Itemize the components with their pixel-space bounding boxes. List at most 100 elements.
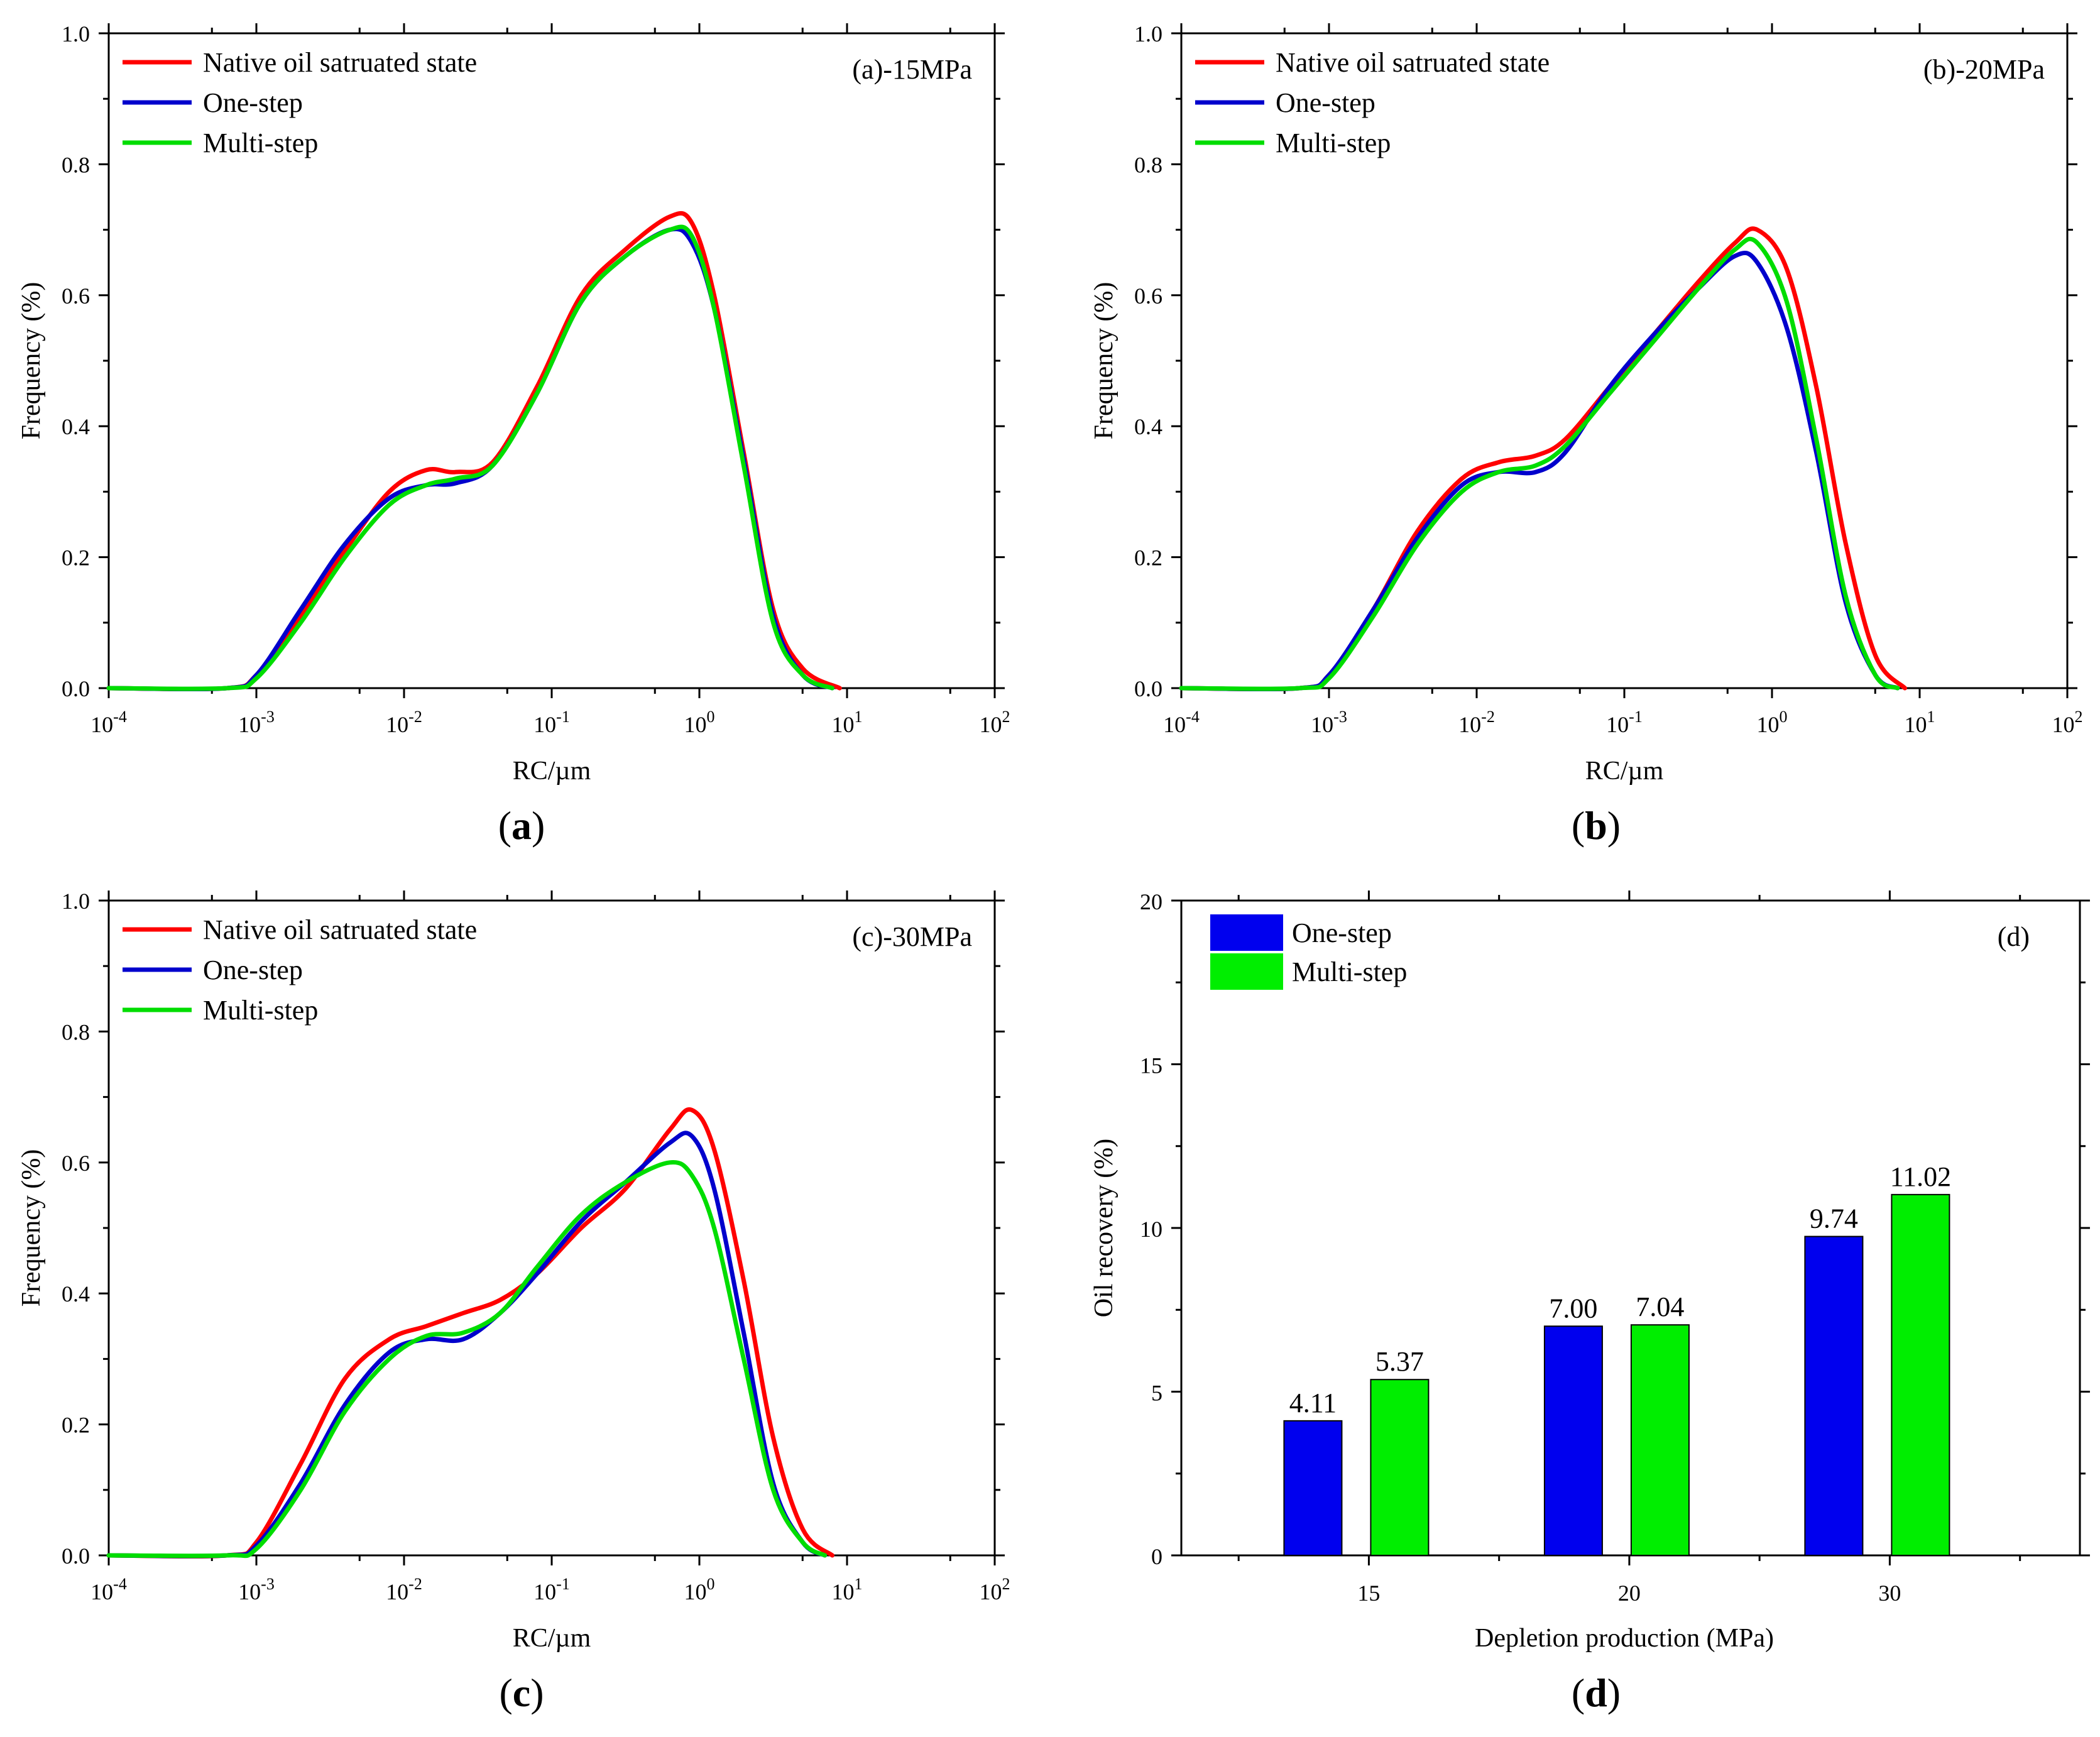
x-tick-base: 10 [1163,712,1186,737]
legend-label: Native oil satruated state [1276,47,1550,78]
x-tick-base: 10 [1905,712,1927,737]
y-axis-label: Frequency (%) [17,1149,46,1307]
panel-annotation: (c)-30MPa [852,921,972,952]
x-tick-base: 10 [684,1579,707,1604]
y-tick-label: 0.0 [62,1543,90,1569]
caption-open: ( [1572,1670,1585,1715]
y-tick-label: 15 [1140,1053,1162,1078]
x-tick-label: 10-3 [238,1575,275,1604]
x-tick-exp: -1 [556,1575,570,1593]
x-axis-label: RC/µm [1585,757,1664,786]
x-tick-exp: 2 [1002,708,1010,726]
x-tick-base: 10 [238,1579,261,1604]
bar-multi-step [1370,1379,1428,1555]
y-tick-label: 20 [1140,889,1162,914]
series-line-one-step [109,1133,825,1556]
x-tick-exp: -4 [113,1575,127,1593]
x-tick-label: 20 [1618,1581,1641,1606]
caption-letter: c [513,1670,530,1715]
panel-annotation: (a)-15MPa [852,54,972,85]
bar-one-step [1284,1421,1342,1555]
bar-data-label: 7.00 [1549,1293,1597,1323]
y-tick-label: 0.4 [62,1281,90,1307]
legend-label: Native oil satruated state [203,47,477,78]
x-tick-exp: -1 [1629,708,1643,726]
bar-one-step [1545,1326,1602,1555]
x-tick-base: 10 [832,712,855,737]
series-line-multi-step [109,1162,825,1555]
x-tick-base: 10 [90,712,113,737]
x-tick-exp: 0 [707,1575,715,1593]
panel-a: 10-4 10-3 10-2 10-1 100 101 1020.00.20.40.60.8… [17,21,1010,848]
y-tick-label: 1.0 [62,889,90,914]
y-tick-label: 10 [1140,1217,1162,1242]
y-tick-label: 0.6 [62,283,90,309]
x-axis-label: RC/µm [513,1624,591,1653]
bar-data-label: 7.04 [1636,1291,1684,1322]
bar-multi-step [1631,1325,1689,1555]
x-tick-label: 10-4 [90,708,127,737]
x-tick-base: 10 [533,712,556,737]
x-tick-base: 10 [386,712,408,737]
caption-letter: b [1585,803,1607,848]
y-tick-label: 0.6 [1134,283,1162,309]
x-tick-base: 10 [1757,712,1780,737]
x-tick-exp: 2 [2075,708,2083,726]
x-tick-exp: -3 [261,708,275,726]
caption-letter: d [1585,1670,1607,1715]
series-line-multi-step [109,227,833,689]
caption-letter: a [511,803,532,848]
y-tick-label: 0.0 [62,676,90,701]
y-tick-label: 0.8 [1134,152,1162,177]
x-tick-label: 101 [832,708,863,737]
legend-label: One-step [203,87,303,118]
x-tick-label: 10-1 [533,1575,570,1604]
x-tick-label: 100 [684,1575,715,1604]
x-tick-exp: -4 [1186,708,1200,726]
x-tick-base: 10 [1606,712,1629,737]
x-tick-label: 101 [1905,708,1935,737]
legend-label: Native oil satruated state [203,914,477,945]
x-tick-exp: 1 [855,708,863,726]
x-tick-label: 10-3 [238,708,275,737]
legend-label: Multi-step [203,128,318,158]
y-tick-label: 0.0 [1134,676,1162,701]
y-tick-label: 0.6 [62,1151,90,1176]
x-tick-base: 10 [980,712,1002,737]
x-tick-exp: -2 [408,708,422,726]
x-tick-base: 10 [533,1579,556,1604]
x-tick-label: 10-1 [1606,708,1643,737]
y-tick-label: 0.8 [62,152,90,177]
y-tick-label: 0.2 [62,1413,90,1438]
x-tick-exp: 2 [1002,1575,1010,1593]
x-tick-base: 10 [1311,712,1333,737]
legend-label: One-step [1292,918,1392,948]
x-tick-exp: -2 [1481,708,1495,726]
legend-swatch [1210,914,1283,951]
bar-data-label: 5.37 [1375,1346,1424,1377]
panel-caption: (a) [498,803,545,848]
figure: 10-4 10-3 10-2 10-1 100 101 1020.00.20.40.60.8… [0,0,2100,1737]
x-axis-label: Depletion production (MPa) [1475,1624,1774,1653]
caption-open: ( [499,1670,512,1715]
y-axis-label: Frequency (%) [17,282,46,440]
caption-open: ( [1572,803,1585,848]
panel-d: 0 5 10 15 20 15 4.11 5.37 20 7.00 7.04 30 9.74 11.02 O… [1090,889,2090,1715]
y-tick-label: 5 [1151,1381,1162,1406]
x-tick-exp: -1 [556,708,570,726]
x-tick-label: 10-4 [90,1575,127,1604]
series-line-native-oil-satruated-state [1181,229,1905,689]
x-tick-base: 10 [980,1579,1002,1604]
x-tick-label: 10-2 [386,1575,422,1604]
legend-label: Multi-step [203,995,318,1026]
legend-label: One-step [1276,87,1375,118]
y-tick-label: 0.8 [62,1019,90,1044]
y-tick-label: 1.0 [1134,21,1162,47]
caption-close: ) [532,803,545,848]
x-tick-exp: -2 [408,1575,422,1593]
x-tick-exp: -3 [261,1575,275,1593]
x-tick-exp: 1 [1927,708,1935,726]
y-tick-label: 0.4 [62,414,90,439]
bar-data-label: 9.74 [1810,1203,1858,1234]
panel-b: 10-4 10-3 10-2 10-1 100 101 1020.00.20.40.60.8… [1090,21,2083,848]
